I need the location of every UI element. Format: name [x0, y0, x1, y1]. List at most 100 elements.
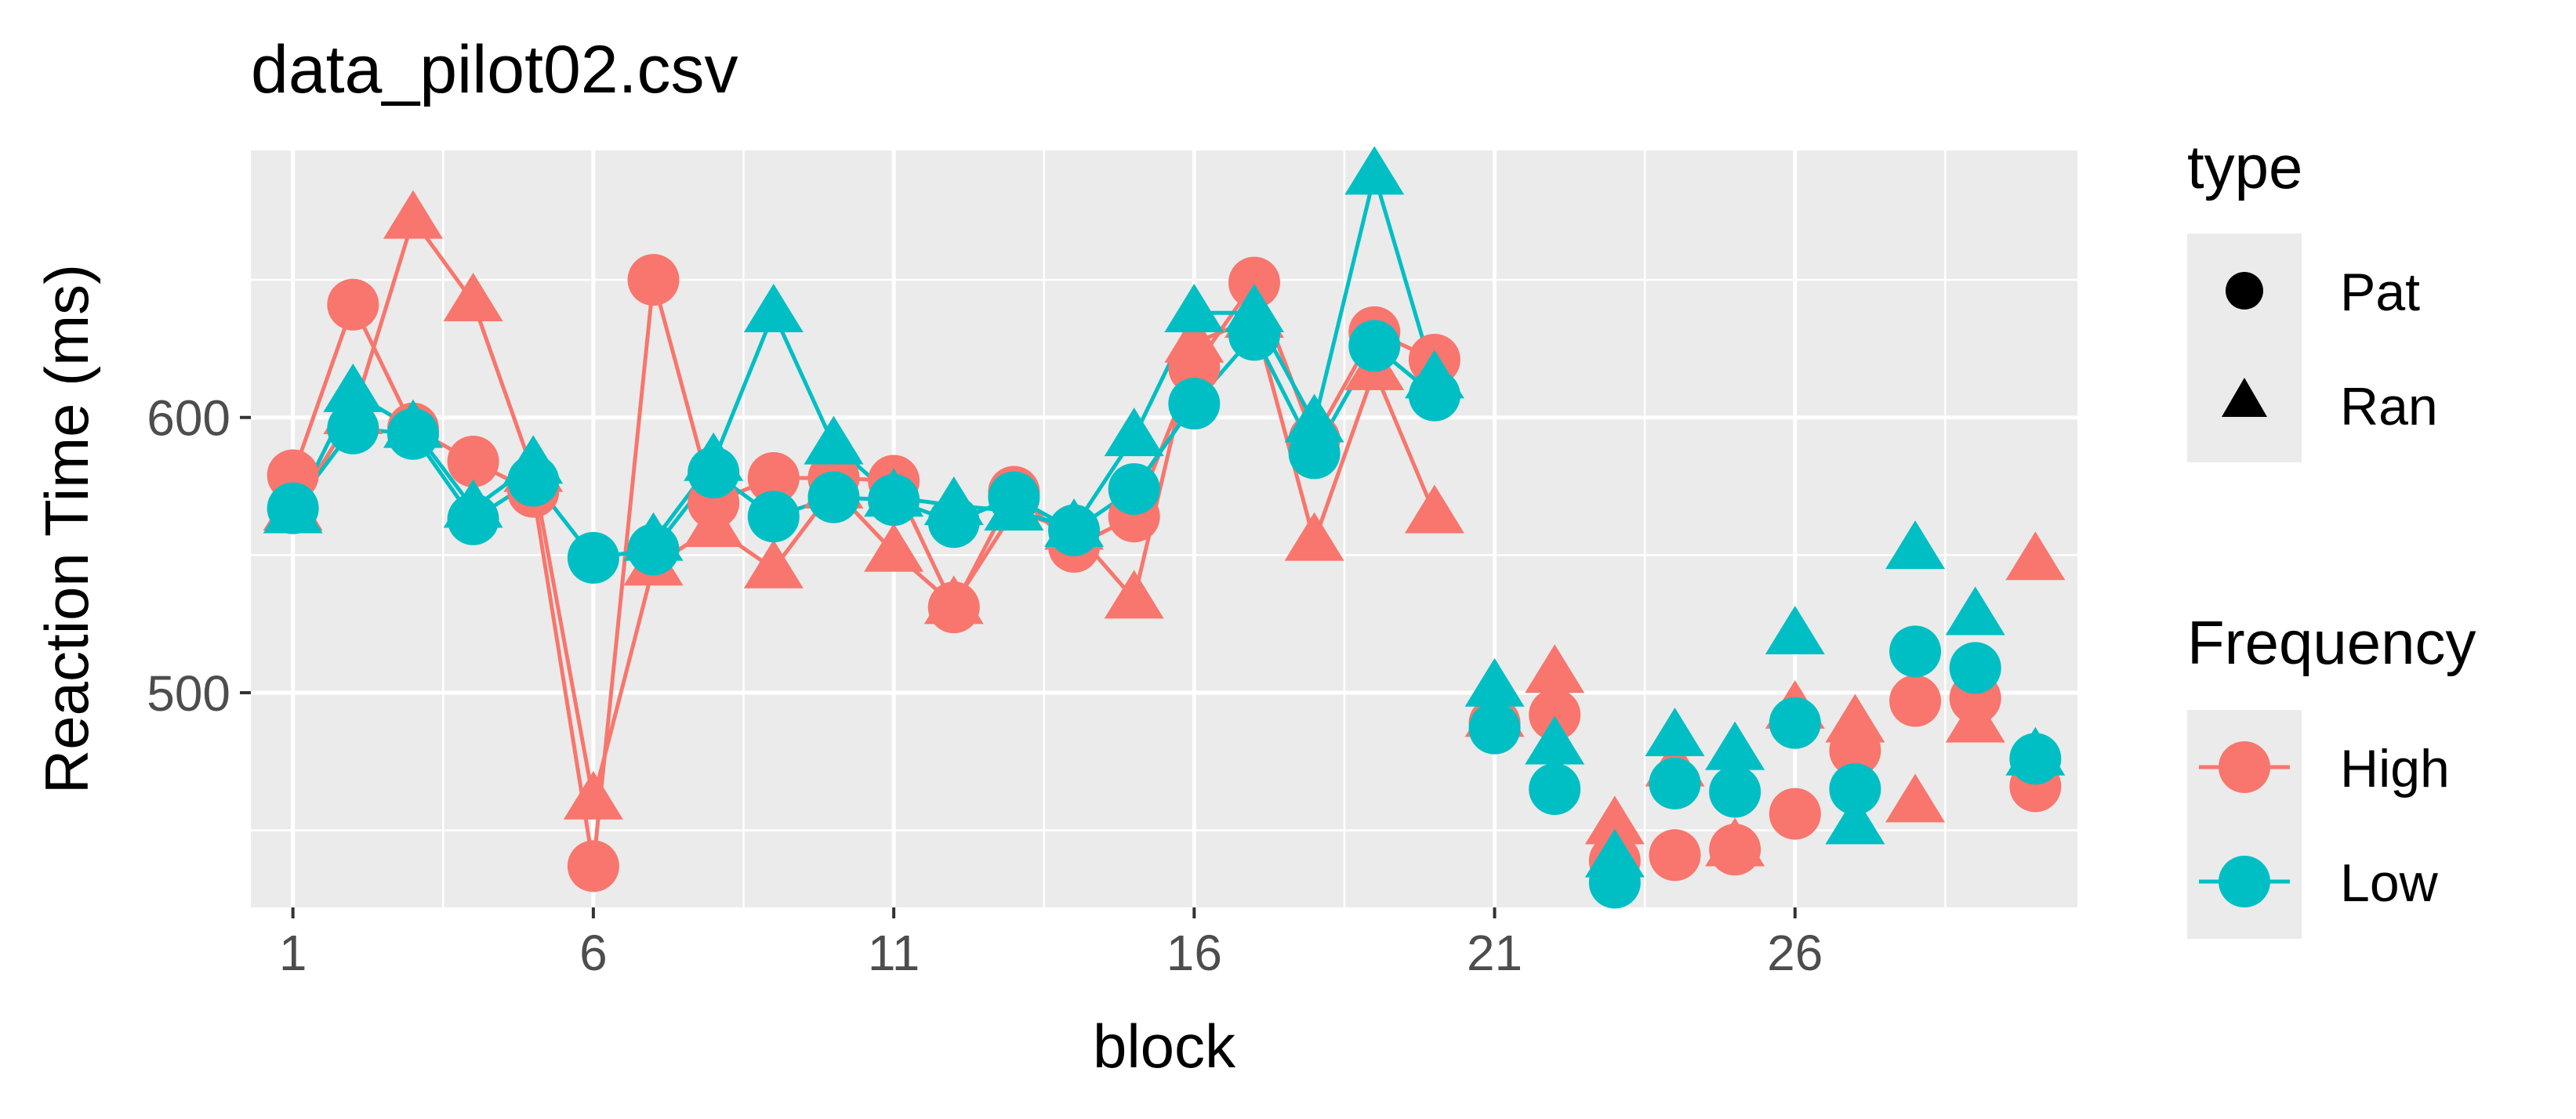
point-low-ran — [1584, 828, 1645, 878]
point-low-pat — [1829, 762, 1881, 815]
legend-label-low: Low — [2340, 853, 2439, 913]
grid-minor — [251, 150, 2077, 907]
point-high-pat — [1889, 675, 1942, 727]
point-high-ran — [563, 770, 623, 820]
legend-circle-high — [2219, 741, 2270, 793]
point-low-ran — [1344, 146, 1405, 195]
legend-frequency: Frequency High Low — [2187, 608, 2476, 939]
point-high-ran — [743, 539, 804, 588]
point-low-ran — [1945, 586, 2005, 636]
point-low-ran — [1284, 393, 1344, 443]
point-low-pat — [1769, 697, 1821, 749]
point-low-ran — [323, 363, 383, 412]
y-tick-label: 600 — [147, 390, 230, 447]
x-tick-label: 21 — [1467, 925, 1522, 981]
series-line-low-ran — [651, 173, 1437, 543]
point-high-pat — [1228, 256, 1280, 309]
point-low-ran — [1104, 407, 1164, 457]
legend-label-pat: Pat — [2340, 263, 2420, 322]
point-high-pat — [567, 840, 619, 893]
x-axis-ticks: 1 6 11 16 21 26 — [279, 907, 1823, 981]
point-high-ran — [1705, 817, 1765, 867]
point-low-pat — [1348, 320, 1401, 372]
point-high-ran — [1104, 570, 1164, 619]
point-low-pat — [1949, 642, 2001, 694]
x-tick-label: 26 — [1767, 925, 1823, 981]
x-tick-label: 6 — [579, 925, 608, 981]
point-high-pat — [1769, 788, 1821, 840]
point-high-ran — [443, 273, 503, 321]
chart-title: data_pilot02.csv — [251, 32, 738, 107]
point-low-ran — [443, 479, 503, 528]
point-high-ran — [2005, 531, 2066, 581]
point-low-ran — [1705, 721, 1765, 770]
plot-panel — [251, 150, 2077, 907]
point-low-ran — [864, 468, 924, 517]
y-tick-label: 500 — [147, 665, 230, 722]
point-low-ran — [263, 484, 323, 534]
x-tick-label: 16 — [1166, 925, 1222, 981]
point-low-pat — [1709, 766, 1761, 818]
legend-triangle-icon — [2222, 378, 2267, 417]
point-low-ran — [2005, 726, 2066, 776]
point-low-pat — [567, 531, 619, 584]
point-low-pat — [1529, 762, 1581, 815]
legend-type-title: type — [2187, 132, 2302, 201]
point-high-pat — [1529, 689, 1581, 741]
point-high-ran — [684, 498, 744, 548]
point-high-ran — [1825, 693, 1885, 743]
y-axis-title: Reaction Time (ms) — [32, 264, 101, 794]
point-low-ran — [1765, 606, 1825, 655]
point-low-pat — [1168, 378, 1221, 430]
point-low-ran — [1825, 795, 1885, 845]
point-low-pat — [807, 471, 860, 523]
legend-frequency-title: Frequency — [2187, 608, 2476, 677]
point-low-ran — [1464, 657, 1525, 707]
point-high-pat — [747, 452, 800, 505]
point-high-pat — [627, 254, 680, 306]
point-low-pat — [747, 491, 800, 543]
point-high-ran — [1284, 512, 1344, 561]
x-axis-title: block — [1093, 1012, 1236, 1081]
point-high-ran — [1945, 693, 2005, 743]
series-marks — [263, 146, 2066, 909]
point-low-ran — [623, 512, 684, 561]
point-low-ran — [503, 435, 564, 484]
x-tick-label: 11 — [868, 925, 920, 981]
point-high-ran — [1164, 313, 1225, 363]
point-high-ran — [864, 523, 924, 572]
point-low-ran — [923, 476, 984, 525]
legend-type: type Pat Ran — [2187, 132, 2438, 462]
point-low-pat — [327, 402, 379, 454]
point-low-ran — [383, 399, 443, 448]
point-low-pat — [1649, 757, 1701, 809]
point-high-ran — [383, 190, 443, 239]
point-low-ran — [1404, 349, 1464, 399]
point-low-ran — [684, 432, 744, 481]
point-low-ran — [1525, 715, 1585, 765]
legend-label-high: High — [2340, 739, 2450, 799]
point-high-ran — [1584, 795, 1645, 845]
point-high-ran — [1404, 484, 1464, 534]
point-high-pat — [327, 278, 379, 331]
point-low-ran — [1645, 708, 1705, 757]
legend-label-ran: Ran — [2340, 377, 2438, 436]
point-low-pat — [1108, 463, 1160, 516]
legend-circle-low — [2219, 856, 2270, 907]
point-low-ran — [1224, 284, 1284, 333]
point-low-pat — [1889, 625, 1942, 678]
point-low-ran — [804, 415, 864, 465]
x-tick-label: 1 — [279, 925, 307, 981]
point-high-pat — [447, 435, 499, 487]
point-high-ran — [1525, 644, 1585, 693]
point-high-pat — [1649, 829, 1701, 882]
point-high-ran — [1885, 773, 1946, 823]
point-low-ran — [743, 284, 804, 333]
point-low-ran — [1044, 498, 1105, 548]
legend-circle-icon — [2226, 272, 2263, 310]
point-low-pat — [1468, 702, 1521, 755]
point-low-ran — [984, 481, 1044, 531]
point-high-ran — [923, 575, 984, 625]
